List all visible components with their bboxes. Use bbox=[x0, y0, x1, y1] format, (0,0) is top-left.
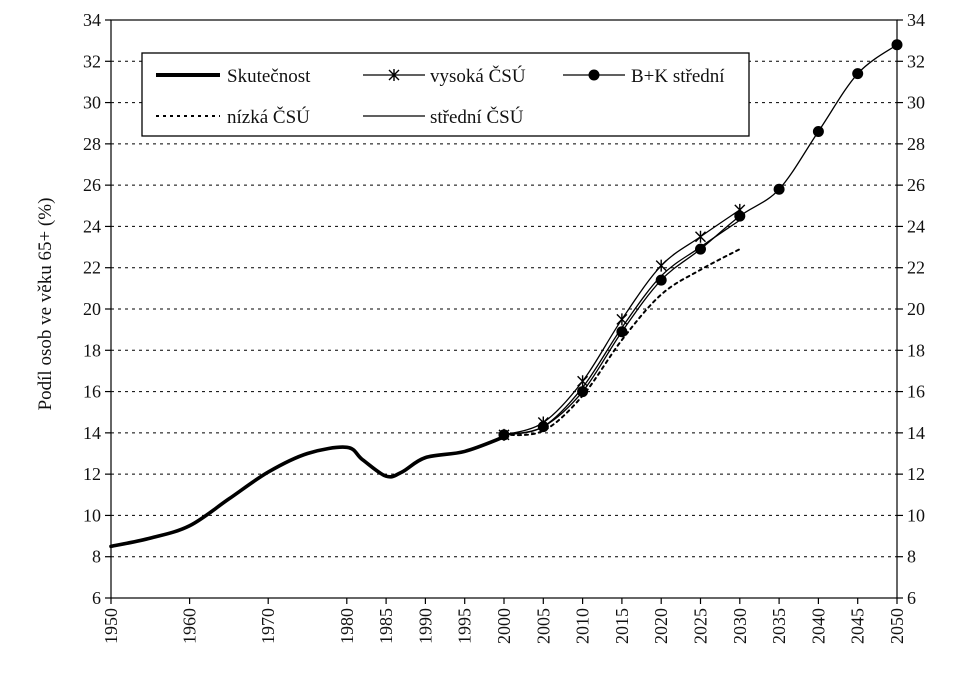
y-tick-label-left: 12 bbox=[83, 464, 101, 484]
y-tick-label-left: 26 bbox=[83, 175, 101, 195]
y-tick-label-right: 28 bbox=[907, 134, 925, 154]
x-tick-label: 1990 bbox=[415, 608, 435, 644]
data-point-bk bbox=[852, 68, 864, 80]
data-point-vysoka bbox=[655, 259, 667, 272]
y-tick-label-right: 8 bbox=[907, 547, 916, 567]
x-tick-label: 2020 bbox=[651, 608, 671, 644]
x-tick-label: 1995 bbox=[455, 608, 475, 644]
y-tick-label-right: 16 bbox=[907, 382, 925, 402]
y-tick-label-right: 18 bbox=[907, 340, 925, 360]
series-markers bbox=[498, 39, 903, 441]
y-tick-label-right: 12 bbox=[907, 464, 925, 484]
y-tick-label-left: 18 bbox=[83, 340, 101, 360]
y-axis-label: Podíl osob ve věku 65+ (%) bbox=[35, 198, 56, 411]
y-tick-label-right: 20 bbox=[907, 299, 925, 319]
data-point-vysoka bbox=[616, 313, 628, 326]
data-point-bk bbox=[734, 210, 746, 222]
y-tick-label-left: 32 bbox=[83, 51, 101, 71]
y-tick-label-right: 30 bbox=[907, 93, 925, 113]
y-tick-label-left: 16 bbox=[83, 382, 101, 402]
x-tick-label: 2025 bbox=[691, 608, 711, 644]
x-tick-label: 2035 bbox=[769, 608, 789, 644]
y-tick-label-left: 10 bbox=[83, 505, 101, 525]
legend-label-vysoka: vysoká ČSÚ bbox=[430, 65, 526, 87]
y-tick-label-left: 24 bbox=[83, 216, 101, 236]
legend: Skutečnost vysoká ČSÚ B+K střední nízká … bbox=[141, 52, 750, 137]
right-y-axis: 6 8 10 12 14 16 18 20 22 24 26 28 30 32 34 bbox=[897, 10, 925, 608]
x-tick-label: 2010 bbox=[573, 608, 593, 644]
data-point-bk bbox=[655, 274, 667, 286]
x-tick-label: 2005 bbox=[533, 608, 553, 644]
data-point-bk bbox=[773, 183, 785, 195]
series-line-0 bbox=[109, 435, 506, 549]
y-tick-label-right: 6 bbox=[907, 588, 916, 608]
legend-marker-bk bbox=[588, 69, 600, 81]
y-tick-label-left: 30 bbox=[83, 93, 101, 113]
legend-label-nizka: nízká ČSÚ bbox=[227, 106, 310, 128]
data-point-bk bbox=[695, 243, 706, 255]
y-tick-label-right: 10 bbox=[907, 505, 925, 525]
x-tick-label: 1980 bbox=[337, 608, 357, 644]
data-point-vysoka bbox=[695, 230, 706, 243]
y-tick-label-left: 8 bbox=[92, 547, 101, 567]
y-tick-label-left: 20 bbox=[83, 299, 101, 319]
y-tick-label-left: 28 bbox=[83, 134, 101, 154]
legend-marker-vysoka bbox=[388, 69, 400, 81]
data-point-bk bbox=[537, 421, 549, 433]
y-tick-label-right: 14 bbox=[907, 423, 925, 443]
data-point-bk bbox=[498, 429, 510, 441]
x-tick-label: 2030 bbox=[730, 608, 750, 644]
x-tick-label: 2045 bbox=[848, 608, 868, 644]
data-point-bk bbox=[812, 125, 824, 137]
x-tick-label: 2000 bbox=[494, 608, 514, 644]
y-tick-label-right: 24 bbox=[907, 216, 925, 236]
y-tick-label-right: 32 bbox=[907, 51, 925, 71]
legend-label-stredni: střední ČSÚ bbox=[430, 106, 524, 128]
y-tick-label-left: 22 bbox=[83, 258, 101, 278]
x-tick-label: 2015 bbox=[612, 608, 632, 644]
x-tick-label: 2040 bbox=[808, 608, 828, 644]
x-axis: 1950 1960 1970 1980 1985 1990 1995 2000 2005 2010… bbox=[101, 598, 907, 644]
legend-label-skutecnost: Skutečnost bbox=[227, 66, 311, 87]
data-point-vysoka bbox=[577, 375, 589, 388]
y-tick-label-left: 34 bbox=[83, 10, 101, 30]
legend-box bbox=[141, 52, 750, 137]
data-point-bk bbox=[577, 386, 589, 398]
x-tick-label: 2050 bbox=[887, 608, 907, 644]
x-tick-label: 1950 bbox=[101, 608, 121, 644]
y-tick-label-left: 6 bbox=[92, 588, 101, 608]
series-line-3 bbox=[503, 248, 741, 437]
y-tick-label-left: 14 bbox=[83, 423, 101, 443]
x-tick-label: 1960 bbox=[180, 608, 200, 644]
legend-label-bk: B+K střední bbox=[631, 66, 725, 87]
y-tick-label-right: 22 bbox=[907, 258, 925, 278]
left-y-axis: 6 8 10 12 14 16 18 20 22 24 26 28 30 32 34 bbox=[83, 10, 111, 608]
data-point-bk bbox=[891, 39, 903, 51]
y-tick-label-right: 26 bbox=[907, 175, 925, 195]
y-tick-label-right: 34 bbox=[907, 10, 925, 30]
data-point-bk bbox=[616, 326, 628, 338]
x-tick-label: 1985 bbox=[376, 608, 396, 644]
x-tick-label: 1970 bbox=[258, 608, 278, 644]
